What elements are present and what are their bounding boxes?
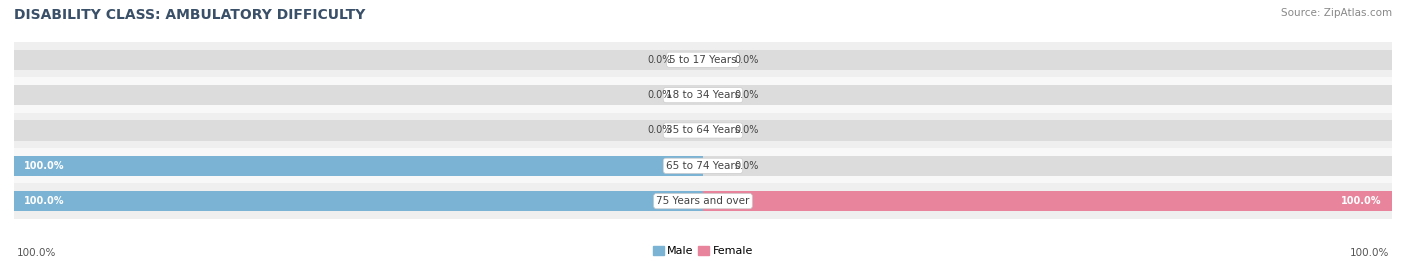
Bar [14,120,1392,141]
Text: 100.0%: 100.0% [1341,196,1382,206]
Bar [14,42,1392,77]
Bar [14,113,1392,148]
Text: 0.0%: 0.0% [734,125,758,136]
Bar [14,77,1392,113]
Bar [14,183,1392,219]
Text: 0.0%: 0.0% [734,90,758,100]
Bar [14,155,1392,176]
Text: 100.0%: 100.0% [17,248,56,258]
Text: 100.0%: 100.0% [24,161,65,171]
Text: 35 to 64 Years: 35 to 64 Years [666,125,740,136]
Bar [14,191,1392,211]
Text: 5 to 17 Years: 5 to 17 Years [669,55,737,65]
Text: 100.0%: 100.0% [24,196,65,206]
Text: 0.0%: 0.0% [648,90,672,100]
Text: DISABILITY CLASS: AMBULATORY DIFFICULTY: DISABILITY CLASS: AMBULATORY DIFFICULTY [14,8,366,22]
Text: 0.0%: 0.0% [734,161,758,171]
Bar [14,85,1392,105]
Text: 75 Years and over: 75 Years and over [657,196,749,206]
Legend: Male, Female: Male, Female [648,241,758,261]
Text: Source: ZipAtlas.com: Source: ZipAtlas.com [1281,8,1392,18]
Text: 100.0%: 100.0% [1350,248,1389,258]
Text: 18 to 34 Years: 18 to 34 Years [666,90,740,100]
Bar [14,191,703,211]
Bar [14,155,703,176]
Bar [14,49,1392,70]
Bar [703,191,1392,211]
Text: 65 to 74 Years: 65 to 74 Years [666,161,740,171]
Text: 0.0%: 0.0% [648,55,672,65]
Bar [14,148,1392,183]
Text: 0.0%: 0.0% [648,125,672,136]
Text: 0.0%: 0.0% [734,55,758,65]
